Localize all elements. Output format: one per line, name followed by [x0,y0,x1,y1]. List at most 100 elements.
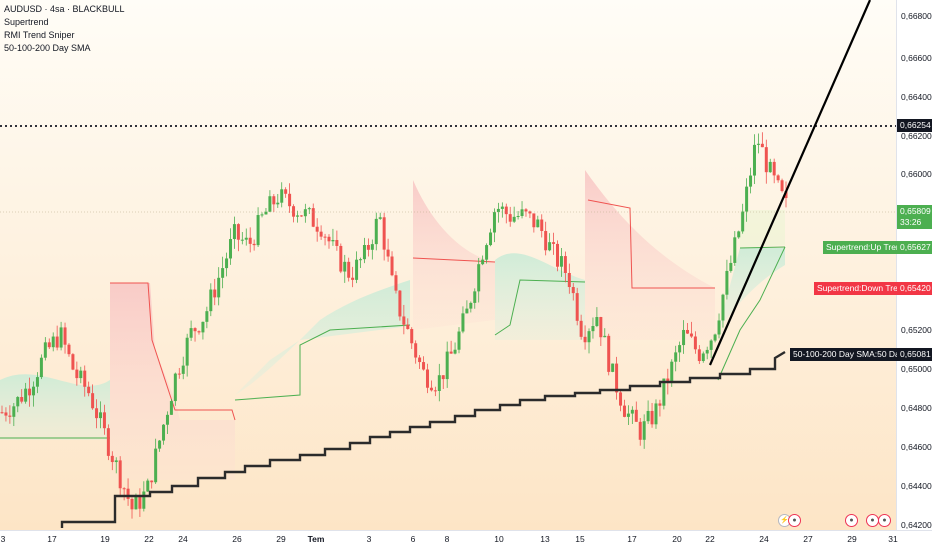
candle-body [366,245,370,250]
candle-body [185,337,189,366]
price-tick: 0,64600 [901,442,932,452]
candle-body [752,144,756,176]
candle-body [725,270,729,295]
candle-body [666,378,670,383]
candle-body [177,373,181,375]
candle-body [611,363,615,372]
candle-body [362,245,366,260]
candle-body [504,206,508,215]
indicator-rmi[interactable]: RMI Trend Sniper [4,30,75,40]
candle-body [370,244,374,250]
candle-body [382,217,386,250]
price-tick: 0,66000 [901,169,932,179]
candle-body [244,237,248,240]
candle-body [595,317,599,327]
time-axis[interactable]: 3 17 19 22 24 26 29 Tem 3 6 8 10 13 15 1… [0,530,932,550]
candle-body [355,259,359,280]
candle-body [469,302,473,309]
candle-body [650,410,654,425]
candle-body [102,412,106,429]
candle-body [8,415,12,417]
candle-body [75,369,79,379]
candle-body [729,262,733,271]
supertrend-down-price: 0,65420 [897,282,932,295]
us-flag-icon[interactable]: ● [845,514,858,527]
supertrend-down-fill-3 [585,170,715,340]
candle-body [343,261,347,272]
candle-body [693,336,697,350]
candle-body [630,409,634,414]
candle-body [575,293,579,321]
candle-body [552,242,556,244]
candle-body [682,329,686,346]
candle-body [587,331,591,343]
candle-body [461,313,465,332]
candle-body [20,397,24,402]
us-flag-icon[interactable]: ● [878,514,891,527]
candle-body [205,311,209,322]
candle-body [626,413,630,417]
symbol-title[interactable]: AUDUSD · 4sa · BLACKBULL [4,4,125,14]
supertrend-up-fill [0,374,110,440]
candle-body [150,480,154,483]
candle-body [39,357,43,378]
candle-body [98,412,102,419]
candle-body [772,161,776,176]
candle-body [709,340,713,350]
candle-body [528,211,532,214]
time-tick: 20 [672,534,682,544]
candle-body [705,349,709,354]
candle-body [717,320,721,335]
candle-body [201,321,205,333]
trendline-steep[interactable] [708,0,872,366]
candle-body [138,496,142,509]
supertrend-up-line-2 [234,324,411,401]
indicator-sma[interactable]: 50-100-200 Day SMA [4,43,91,53]
price-tick: 0,64200 [901,520,932,530]
candle-body [91,393,95,409]
candle-body [402,316,406,325]
candle-body [398,290,402,317]
candle-body [437,375,441,391]
candle-body [768,161,772,173]
supertrend-up-label: Supertrend:Up Trend [823,241,909,254]
candle-body [252,243,256,246]
candle-body [524,209,528,212]
candle-body [713,334,717,341]
time-tick: 8 [444,534,450,544]
candle-body [331,240,335,242]
candle-body [221,268,225,278]
candle-body [55,336,59,348]
candle-body [130,498,134,510]
candle-body [532,213,536,228]
candle-body [453,349,457,354]
candle-body [619,392,623,406]
candle-body [433,390,437,392]
candle-body [240,239,244,241]
price-tick: 0,66400 [901,92,932,102]
candle-body [390,256,394,276]
candle-body [248,237,252,244]
candle-body [741,211,745,232]
time-tick: 3 [0,534,6,544]
candle-body [686,329,690,334]
supertrend-up-fill-4 [718,248,785,330]
candle-body [319,231,323,237]
candle-body [492,212,496,233]
candle-body [87,386,91,394]
price-axis[interactable]: 0,66800 0,66600 0,66400 0,66200 0,66000 … [896,0,932,530]
candle-body [449,351,453,354]
candle-body [607,335,611,372]
supertrend-fills [0,170,785,480]
candle-body [47,342,51,348]
indicator-supertrend[interactable]: Supertrend [4,17,49,27]
candle-body [256,215,260,246]
time-tick: 31 [888,534,898,544]
us-flag-icon[interactable]: ● [788,514,801,527]
time-tick: 17 [47,534,57,544]
candle-body [351,277,355,280]
time-tick: 27 [803,534,813,544]
price-tick: 0,66800 [901,11,932,21]
supertrend-lines [0,199,786,439]
